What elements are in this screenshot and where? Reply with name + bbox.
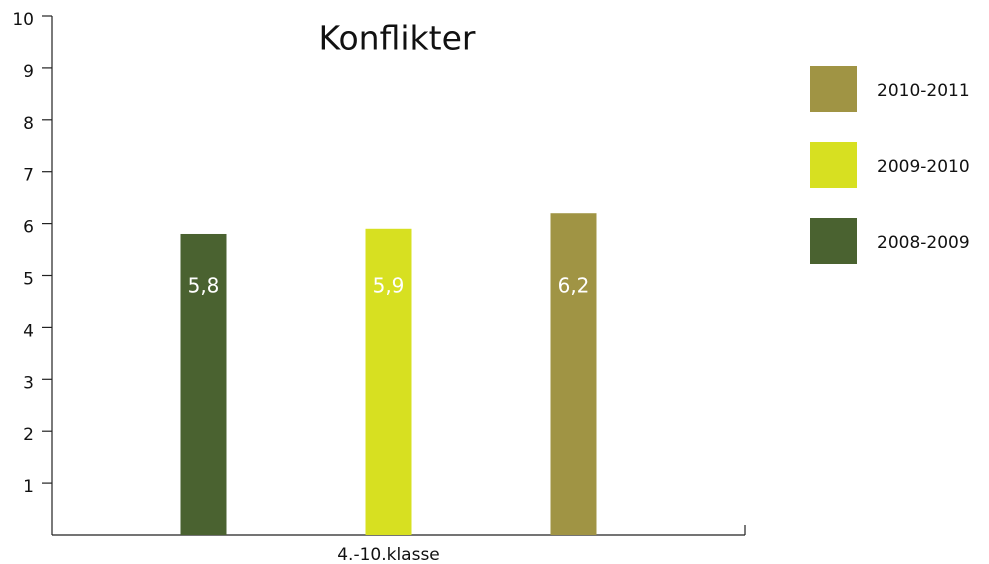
legend-swatch [810,218,857,264]
y-tick-label: 5 [23,270,34,290]
legend-swatch [810,142,857,188]
legend-label: 2009-2010 [877,157,970,177]
bar [550,213,597,535]
y-tick-label: 4 [23,321,34,341]
value-label: 5,9 [373,274,405,298]
bar [180,233,227,536]
y-tick-label: 6 [23,218,34,238]
y-tick-label: 7 [23,166,34,186]
y-tick-label: 2 [23,425,34,445]
chart-title: Konflikter [319,19,476,58]
x-tick-label: 4.-10.klasse [337,545,440,564]
legend-swatch [810,66,857,112]
y-tick-label: 3 [23,373,34,393]
value-label: 6,2 [558,274,590,298]
legend-label: 2008-2009 [877,233,970,253]
y-tick-label: 8 [23,114,34,134]
y-tick-label: 1 [23,477,34,497]
y-tick-label: 9 [23,62,34,82]
bar [365,228,412,536]
value-label: 5,8 [188,274,220,298]
y-tick-label: 10 [12,10,34,30]
legend-label: 2010-2011 [877,81,970,101]
